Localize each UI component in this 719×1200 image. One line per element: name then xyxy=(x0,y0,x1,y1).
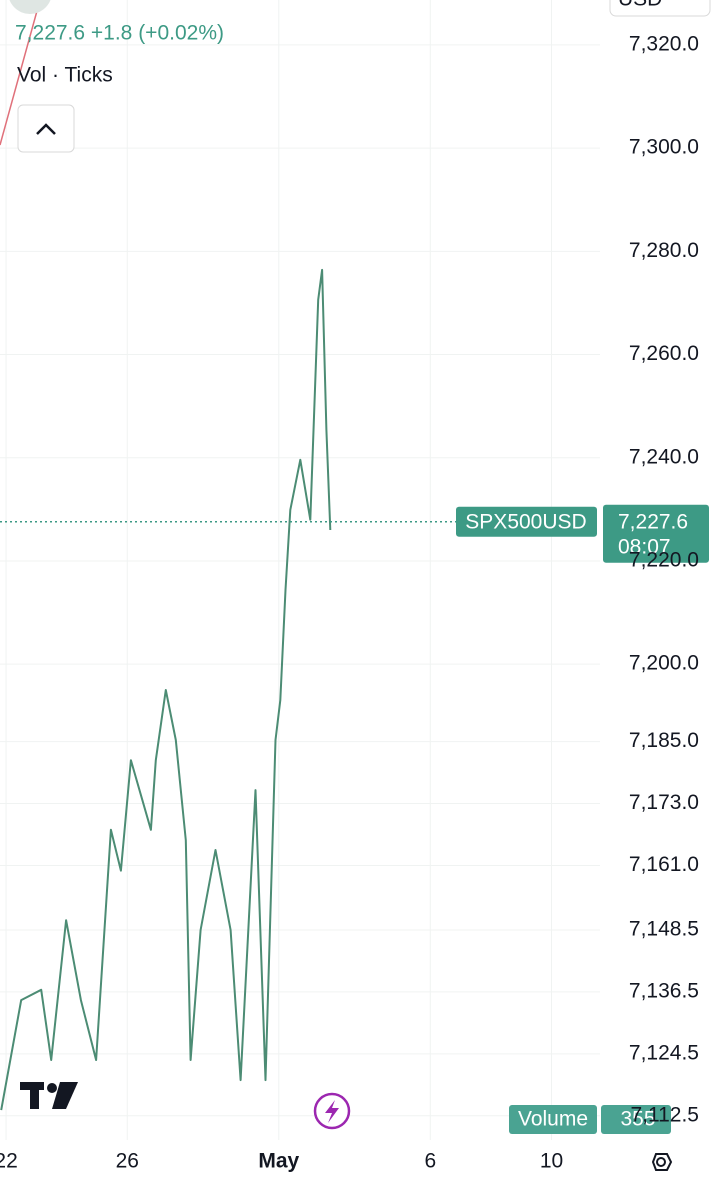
x-tick-label: 6 xyxy=(424,1150,436,1173)
chevron-icon xyxy=(36,123,56,135)
y-tick-label: 7,200.0 xyxy=(629,652,699,675)
currency-button[interactable] xyxy=(609,0,711,17)
drawing-line xyxy=(0,0,41,146)
price-line xyxy=(0,268,332,1111)
y-tick-label: 7,124.5 xyxy=(629,1041,699,1064)
y-tick-label: 7,260.0 xyxy=(629,342,699,365)
y-tick-label: 7,300.0 xyxy=(629,136,699,159)
currency: USD xyxy=(618,0,662,11)
legend: 7,227.6 +1.8 (+0.02%) xyxy=(15,22,224,45)
x-tick-label: 26 xyxy=(116,1150,139,1173)
badges: SPX500USD 7,227.608:07 Volume 355 xyxy=(456,504,709,1134)
plot xyxy=(0,268,600,1111)
volume-value-badge xyxy=(601,1105,671,1134)
volume-value: 355 xyxy=(620,1108,655,1131)
countdown: 08:07 xyxy=(618,535,671,558)
x-tick-label: 10 xyxy=(540,1150,563,1173)
y-tick-label: 7,320.0 xyxy=(629,32,699,55)
y-tick-label: 7,220.0 xyxy=(629,549,699,572)
y-tick-label: 7,240.0 xyxy=(629,445,699,468)
y-tick-label: 7,173.0 xyxy=(629,791,699,814)
symbol-label: SPX500USD xyxy=(465,510,586,533)
logo-circle xyxy=(9,0,51,14)
y-tick-label: 7,185.0 xyxy=(629,729,699,752)
y-tick-label: 7,112.5 xyxy=(630,1103,699,1126)
lightning-icon xyxy=(325,1100,339,1123)
volume-badge xyxy=(509,1105,597,1134)
volume-label: Volume xyxy=(518,1108,588,1131)
price-label: 7,227.6 xyxy=(618,510,688,533)
settings-button[interactable] xyxy=(651,1153,673,1171)
grid xyxy=(0,0,600,1140)
price-badge xyxy=(603,504,709,563)
x-tick-label: May xyxy=(258,1150,299,1173)
collapse-button[interactable] xyxy=(17,104,75,153)
y-tick-label: 7,280.0 xyxy=(629,239,699,262)
y-tick-label: 7,136.5 xyxy=(629,979,699,1002)
indicator: Vol · Ticks xyxy=(17,64,113,87)
tv-logo xyxy=(20,1082,78,1109)
y-tick-label: 7,161.0 xyxy=(629,853,699,876)
symbol-badge xyxy=(456,506,597,537)
y-tick-label: 7,148.5 xyxy=(629,918,699,941)
x-tick-label: 22 xyxy=(0,1150,18,1173)
